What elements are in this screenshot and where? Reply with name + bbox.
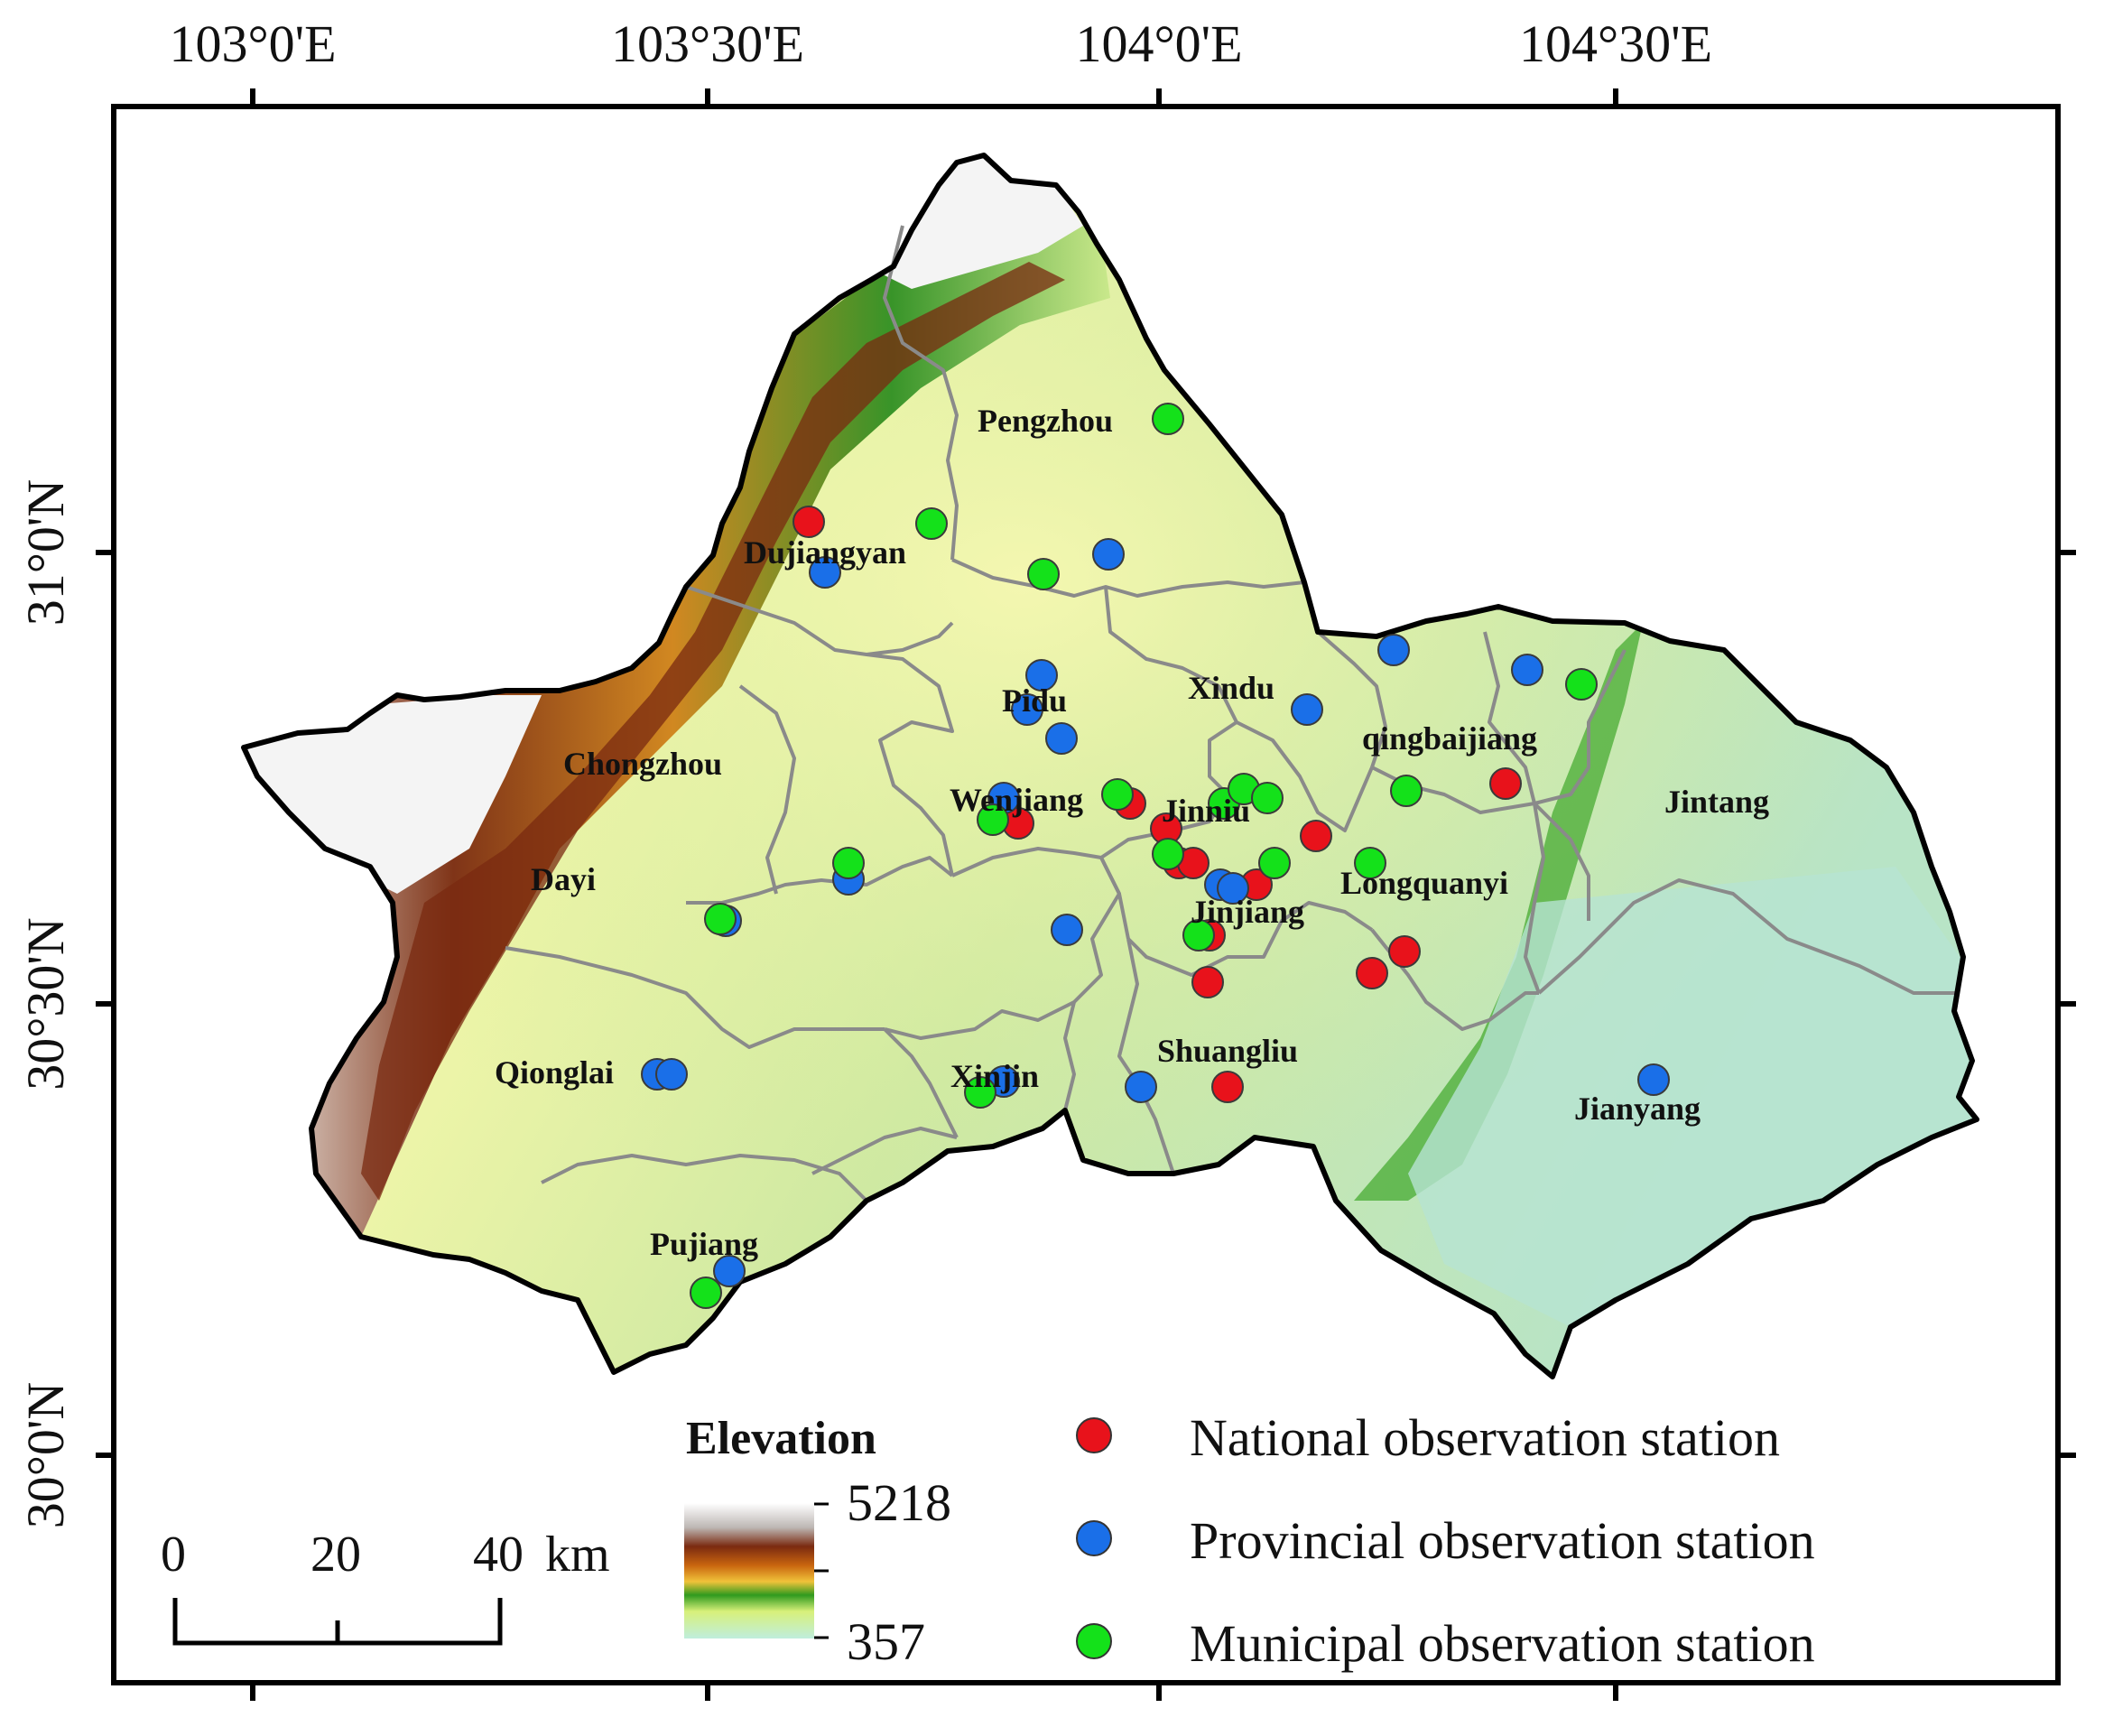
lon-tick-label: 103°30'E [611, 14, 804, 73]
lat-tick-label: 31°0'N [16, 479, 75, 627]
provincial-station-marker [1045, 722, 1078, 755]
municipal-station-marker [1152, 403, 1184, 435]
station-legend: National observation station Provincial … [1076, 1408, 1815, 1673]
district-label-dayi: Dayi [531, 861, 596, 897]
lon-tick-label: 103°0'E [169, 14, 336, 73]
legend-national-marker [1076, 1417, 1112, 1453]
scale-unit: km [545, 1527, 610, 1583]
district-label-jinniu: Jinniu [1162, 793, 1250, 829]
district-label-chongzhou: Chongzhou [563, 746, 722, 782]
provincial-station-marker [1092, 538, 1125, 571]
municipal-station-marker [690, 1276, 722, 1309]
provincial-station-marker [1025, 659, 1058, 692]
national-station-marker [1388, 935, 1421, 968]
national-station-marker [1211, 1071, 1244, 1103]
legend-provincial-label: Provincial observation station [1190, 1511, 1815, 1570]
provincial-station-marker [713, 1255, 746, 1287]
scale-label-20: 20 [311, 1527, 361, 1583]
provincial-station-marker [1511, 654, 1543, 686]
legend-municipal-label: Municipal observation station [1190, 1614, 1815, 1673]
provincial-station-marker [1377, 634, 1410, 666]
district-label-pengzhou: Pengzhou [978, 403, 1113, 439]
district-label-xinjin: Xinjin [950, 1058, 1039, 1094]
region-outline [241, 153, 1979, 1379]
provincial-station-marker [1051, 914, 1083, 946]
municipal-station-marker [977, 803, 1009, 836]
district-label-pujiang: Pujiang [650, 1226, 758, 1262]
municipal-station-marker [1027, 558, 1060, 590]
municipal-station-marker [1101, 778, 1134, 811]
lon-tick-label: 104°30'E [1519, 14, 1712, 73]
provincial-station-marker [1125, 1071, 1157, 1103]
legend-national-label: National observation station [1190, 1408, 1780, 1467]
municipal-station-marker [704, 903, 737, 935]
scale-label-0: 0 [161, 1527, 186, 1583]
elevation-min-label: 357 [847, 1612, 925, 1671]
lat-tick-label: 30°0'N [16, 1382, 75, 1529]
legend-municipal-marker [1076, 1623, 1112, 1659]
district-label-xindu: Xindu [1188, 670, 1274, 706]
district-label-qionglai: Qionglai [495, 1054, 614, 1091]
municipal-station-marker [1390, 775, 1423, 807]
municipal-station-marker [1182, 919, 1215, 952]
station-markers [641, 403, 1670, 1309]
municipal-station-marker [832, 847, 865, 879]
national-station-marker [1489, 767, 1522, 800]
legend-provincial-marker [1076, 1520, 1112, 1556]
municipal-station-marker [1354, 847, 1386, 879]
provincial-station-marker [1011, 693, 1043, 726]
district-label-shuangliu: Shuangliu [1157, 1033, 1298, 1069]
municipal-station-marker [1565, 668, 1598, 701]
lat-tick-label: 30°30'N [16, 917, 75, 1091]
scale-label-40: 40 [473, 1527, 524, 1583]
lon-tick-label: 104°0'E [1075, 14, 1242, 73]
provincial-station-marker [1291, 693, 1323, 726]
municipal-station-marker [1258, 847, 1291, 879]
national-station-marker [1191, 966, 1224, 998]
provincial-station-marker [655, 1058, 688, 1091]
municipal-station-marker [1152, 838, 1184, 870]
national-station-marker [1356, 957, 1388, 989]
elevation-color-ramp [684, 1503, 814, 1639]
district-label-wenjiang: Wenjiang [950, 782, 1083, 818]
municipal-station-marker [915, 507, 948, 540]
provincial-station-marker [1217, 872, 1249, 905]
district-label-jianyang: Jianyang [1574, 1091, 1701, 1127]
district-labels: Pengzhou Dujiangyan Pidu Xindu qingbaiji… [495, 403, 1769, 1262]
elevation-max-label: 5218 [847, 1473, 951, 1532]
district-label-dujiangyan: Dujiangyan [744, 534, 906, 571]
elevation-legend-title: Elevation [686, 1413, 876, 1464]
coordinate-ticks [96, 88, 2076, 1701]
national-station-marker [792, 506, 825, 538]
scale-bar-line [172, 1598, 503, 1646]
municipal-station-marker [1251, 782, 1284, 814]
national-station-marker [1300, 820, 1332, 852]
district-label-pidu: Pidu [1002, 682, 1067, 719]
district-boundaries [505, 225, 1959, 1202]
district-label-jinjiang: Jinjiang [1191, 894, 1304, 930]
municipal-station-marker [964, 1076, 996, 1109]
elevation-legend: Elevation 5218 357 [684, 1413, 951, 1671]
scale-bar: 0 20 40 km [161, 1527, 610, 1646]
district-label-qingbaijiang: qingbaijiang [1362, 720, 1537, 757]
district-label-jintang: Jintang [1664, 784, 1769, 820]
provincial-station-marker [1637, 1063, 1670, 1096]
district-label-longquanyi: Longquanyi [1340, 865, 1508, 901]
provincial-station-marker [809, 556, 841, 589]
